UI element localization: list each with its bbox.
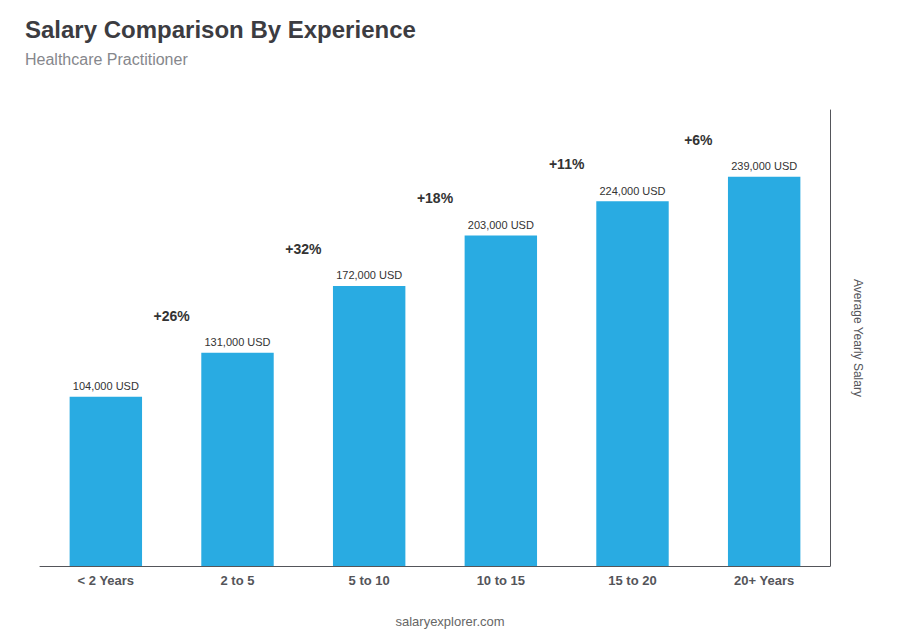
svg-text:salaryexplorer.com: salaryexplorer.com	[395, 614, 504, 629]
svg-text:+6%: +6%	[684, 132, 713, 148]
svg-text:< 2 Years: < 2 Years	[78, 573, 135, 588]
svg-text:203,000 USD: 203,000 USD	[468, 219, 534, 231]
svg-text:Salary Comparison By Experienc: Salary Comparison By Experience	[25, 16, 416, 43]
svg-text:+32%: +32%	[285, 241, 322, 257]
svg-text:Average Yearly Salary: Average Yearly Salary	[851, 279, 865, 397]
svg-text:+11%: +11%	[549, 156, 585, 172]
svg-text:224,000 USD: 224,000 USD	[599, 185, 665, 197]
svg-text:104,000 USD: 104,000 USD	[73, 380, 139, 392]
svg-text:+18%: +18%	[417, 190, 454, 206]
svg-text:15 to 20: 15 to 20	[608, 573, 656, 588]
svg-text:2 to 5: 2 to 5	[221, 573, 255, 588]
svg-text:172,000 USD: 172,000 USD	[336, 269, 402, 281]
svg-text:Healthcare Practitioner: Healthcare Practitioner	[25, 51, 188, 68]
svg-text:20+ Years: 20+ Years	[734, 573, 794, 588]
svg-text:131,000 USD: 131,000 USD	[204, 336, 270, 348]
svg-text:5 to 10: 5 to 10	[349, 573, 390, 588]
svg-text:239,000 USD: 239,000 USD	[731, 160, 797, 172]
svg-text:10 to 15: 10 to 15	[477, 573, 525, 588]
svg-text:+26%: +26%	[154, 308, 191, 324]
